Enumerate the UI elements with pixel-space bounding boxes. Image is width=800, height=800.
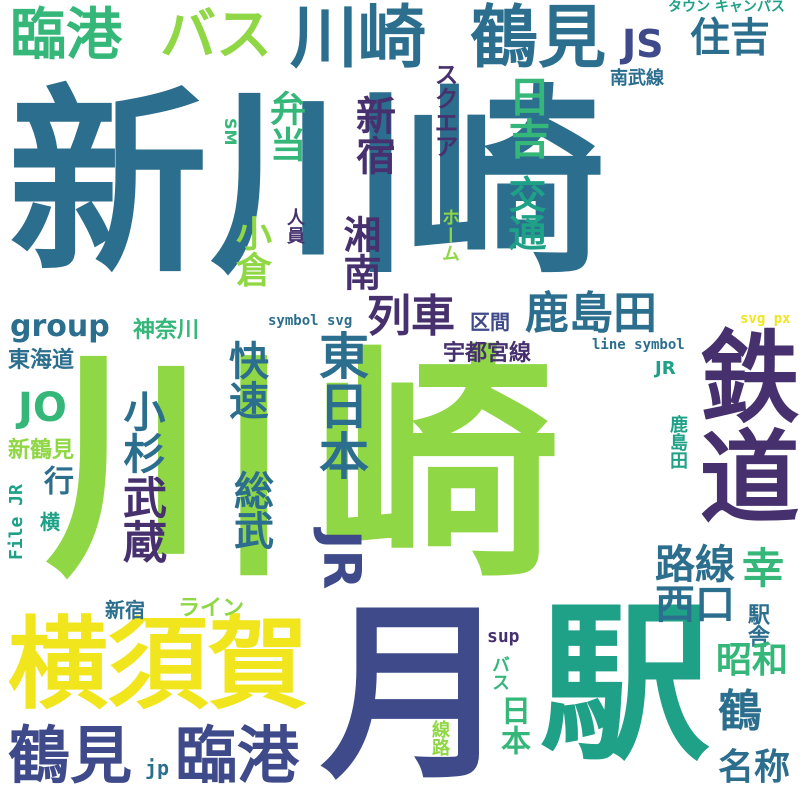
word-kawa-top: 川 <box>210 68 411 301</box>
word-jp: jp <box>145 756 170 780</box>
word-tsuki: 月 <box>320 584 511 800</box>
word-shinjuku-v: 新宿 <box>349 95 395 175</box>
word-tsuru: 鶴 <box>718 686 762 737</box>
word-nishiguchi: 西口 <box>655 582 735 628</box>
word-rinko-top: 臨港 <box>10 3 122 68</box>
word-kotsu: 交通 <box>502 175 546 251</box>
word-sukuea: スクエア <box>430 62 458 158</box>
word-yoko: 横 <box>40 510 60 534</box>
word-nihon-small: 日本 <box>495 695 530 755</box>
word-shintsurumi: 新鶴見 <box>8 438 75 463</box>
word-kosugi: 小杉 <box>117 390 166 474</box>
word-hiyoshi: 日吉 <box>502 75 551 159</box>
word-sm: SM <box>221 118 240 146</box>
word-bento: 弁当 <box>264 90 305 162</box>
word-meisho: 名称 <box>718 747 791 788</box>
word-kogura: 小倉 <box>230 215 271 287</box>
word-shin: 新 <box>8 68 209 301</box>
word-homu: ホーム <box>439 208 460 262</box>
word-group: group <box>10 309 110 344</box>
word-sumiyoshi: 住吉 <box>690 15 770 61</box>
word-sobu: 総武 <box>227 470 273 550</box>
word-senro: 線路 <box>429 720 450 756</box>
word-sup: sup <box>487 626 520 647</box>
word-kashimada: 鹿島田 <box>525 288 657 339</box>
word-saki-top: 崎 <box>405 68 606 301</box>
word-eki: 駅 <box>540 586 711 784</box>
word-yokosuka: 横須賀 <box>8 606 308 723</box>
word-ressha: 列車 <box>367 291 455 342</box>
word-higashi-nihon: 東日本 <box>311 330 369 480</box>
word-town-campus: タウン キャンパス <box>668 0 785 15</box>
word-kawa-big: 川 <box>45 325 290 610</box>
word-saiwai: 幸 <box>742 544 785 593</box>
word-musashi: 武蔵 <box>115 475 166 563</box>
word-kashimada-small: 鹿島田 <box>667 415 688 469</box>
word-jr-small: JR <box>655 358 676 379</box>
word-jo: JO <box>18 385 67 431</box>
word-nambusen: 南武線 <box>610 68 664 89</box>
word-js: JS <box>622 22 664 66</box>
word-kaisoku: 快速 <box>222 340 268 420</box>
word-rosen: 路線 <box>655 542 735 588</box>
word-tokaido: 東海道 <box>8 348 75 373</box>
word-jr-big: JR <box>311 530 371 590</box>
word-symbol-svg: symbol svg <box>268 313 353 329</box>
word-tsurumi-bottom: 鶴見 <box>8 719 133 792</box>
word-basu-small: バス <box>489 655 510 691</box>
word-shonan: 湘南 <box>337 215 381 291</box>
word-utsunomiya: 宇都宮線 <box>443 341 532 366</box>
word-rain: ライン <box>178 596 245 621</box>
word-saki-big: 崎 <box>315 325 560 610</box>
word-tetsudo: 鉄道 <box>682 325 799 525</box>
word-basu-top: バス <box>160 3 272 68</box>
word-showa: 昭和 <box>716 640 789 681</box>
word-ekisha: 駅舎 <box>744 603 769 647</box>
word-kukan: 区間 <box>470 310 510 334</box>
word-line-symbol: line symbol <box>592 337 685 353</box>
word-rinko-bottom: 臨港 <box>175 719 300 792</box>
word-shinjuku-h: 新宿 <box>105 598 145 622</box>
word-jinin: 人員 <box>284 208 305 244</box>
word-kawasaki-top: 川崎 <box>290 0 427 78</box>
word-file-jr: File JR <box>6 484 27 560</box>
word-iku: 行 <box>38 465 73 495</box>
word-svg-px: svg px <box>740 311 791 327</box>
word-kanagawa: 神奈川 <box>133 318 200 343</box>
word-tsurumi-top: 鶴見 <box>470 0 607 78</box>
